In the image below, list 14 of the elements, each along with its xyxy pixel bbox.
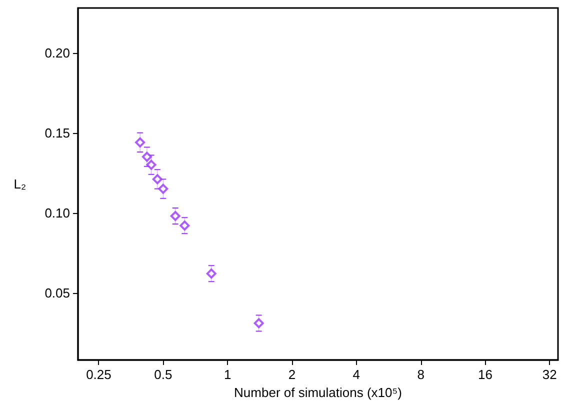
- x-axis-title: Number of simulations (x10⁵): [234, 385, 402, 400]
- x-tick-label: 16: [478, 367, 492, 382]
- x-tick-label: 2: [288, 367, 296, 382]
- y-tick-label: 0.15: [44, 125, 70, 140]
- x-tick-label: 32: [542, 367, 557, 382]
- y-tick-label: 0.10: [44, 205, 70, 220]
- x-tick-label: 0.5: [154, 367, 172, 382]
- x-tick-label: 1: [224, 367, 232, 382]
- y-axis-title: L₂: [14, 176, 26, 192]
- y-tick-label: 0.05: [44, 285, 70, 300]
- x-tick-label: 0.25: [86, 367, 112, 382]
- y-tick-label: 0.20: [44, 45, 70, 60]
- x-tick-label: 8: [417, 367, 424, 382]
- x-tick-label: 4: [352, 367, 360, 382]
